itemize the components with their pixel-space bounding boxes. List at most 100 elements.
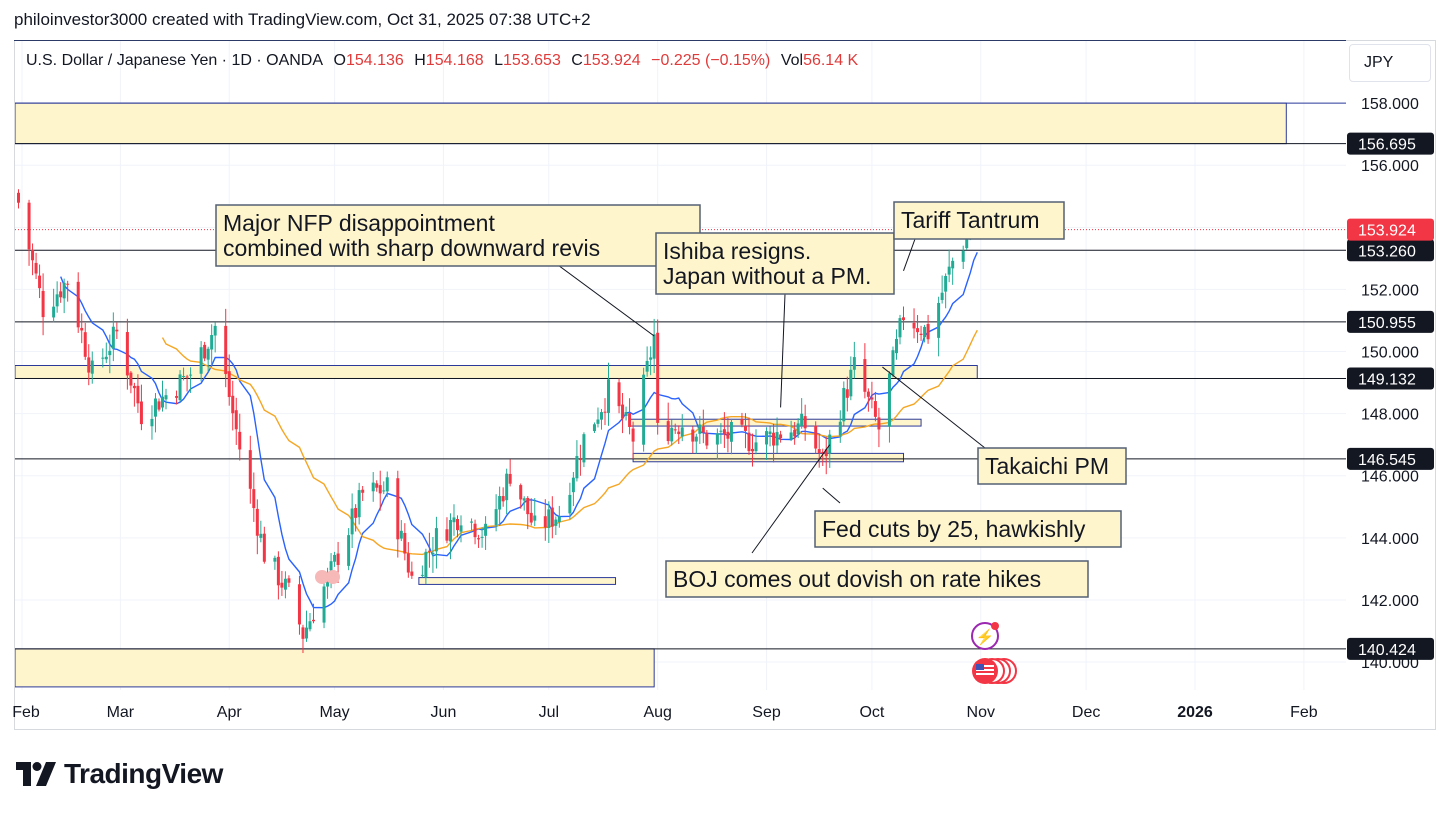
- candlestick: [431, 536, 435, 573]
- annotation-callout: Takaichi PM: [882, 366, 1127, 485]
- candle-body: [838, 421, 842, 436]
- candlestick: [838, 410, 842, 443]
- last-price-tag-text: 153.924: [1358, 223, 1416, 240]
- candlestick: [694, 433, 698, 454]
- candle-body: [919, 333, 923, 335]
- candle-body: [308, 621, 312, 630]
- candlestick: [642, 367, 646, 452]
- candle-body: [894, 338, 898, 354]
- x-axis-tick-label: 2026: [1177, 704, 1213, 721]
- candlestick: [31, 243, 35, 276]
- symbol-legend[interactable]: U.S. Dollar / Japanese Yen · 1D · OANDA …: [26, 52, 858, 70]
- annotation-text: Tariff Tantrum: [901, 207, 1039, 233]
- candle-body: [652, 334, 656, 359]
- currency-selector[interactable]: JPY: [1349, 44, 1431, 82]
- candlestick: [691, 426, 695, 454]
- candlestick: [248, 435, 252, 504]
- y-axis-tick-label: 142.000: [1361, 593, 1419, 610]
- candlestick: [916, 315, 920, 343]
- annotation-callout: BOJ comes out dovish on rate hikes: [665, 444, 1089, 598]
- candlestick: [557, 505, 561, 528]
- candle-body: [673, 429, 677, 431]
- y-axis-tick-label: 144.000: [1361, 531, 1419, 548]
- candle-body: [336, 553, 340, 565]
- candlestick: [645, 346, 649, 377]
- candlestick: [396, 470, 400, 558]
- candle-body: [410, 571, 414, 576]
- price-zone-box: [15, 102, 1287, 145]
- moving-average-slow-line: [161, 329, 978, 556]
- candlestick: [789, 420, 793, 442]
- us-flag-stripe-band: [976, 665, 994, 675]
- candlestick: [473, 519, 477, 545]
- annotation-leader-line: [822, 487, 841, 504]
- candle-body: [691, 429, 695, 442]
- candlestick: [280, 570, 284, 596]
- price-level-tag: [1347, 239, 1434, 262]
- candle-body: [645, 360, 649, 372]
- candlestick: [287, 575, 291, 588]
- price-zone-box: [15, 365, 978, 379]
- price-level-tag: [1347, 132, 1434, 155]
- candle-body: [276, 556, 280, 586]
- candle-body: [175, 396, 179, 398]
- candle-body: [698, 424, 702, 434]
- high-value: 154.168: [425, 52, 484, 69]
- candlestick: [38, 264, 42, 299]
- last-price-tag: [1347, 218, 1434, 241]
- candlestick: [726, 417, 730, 453]
- candlestick: [403, 523, 407, 561]
- x-axis-tick-label: Sep: [752, 704, 781, 721]
- candle-body: [477, 538, 481, 540]
- candlestick: [529, 498, 533, 526]
- candlestick: [185, 374, 189, 392]
- candle-body: [747, 432, 751, 452]
- candlestick: [399, 520, 403, 542]
- candlestick: [227, 354, 231, 406]
- candlestick: [175, 390, 179, 405]
- candlestick: [533, 498, 537, 527]
- annotation-text: combined with sharp downward revis: [223, 235, 600, 261]
- candlestick: [470, 518, 474, 531]
- candlestick: [448, 513, 452, 560]
- tradingview-logo[interactable]: TradingView: [16, 757, 223, 791]
- annotation-callout: Ishiba resigns.Japan without a PM.: [655, 232, 895, 408]
- y-axis-tick-label: 146.000: [1361, 469, 1419, 486]
- high-label: H: [414, 52, 426, 69]
- candlestick: [224, 308, 228, 388]
- candlestick: [863, 343, 867, 399]
- candle-body: [533, 515, 537, 521]
- candlestick: [238, 413, 242, 461]
- candlestick: [445, 517, 449, 544]
- candle-body: [508, 473, 512, 484]
- candle-body: [157, 401, 161, 410]
- candle-body: [347, 535, 351, 566]
- candle-body: [178, 374, 182, 401]
- annotation-box: [893, 201, 1065, 240]
- candlestick: [543, 499, 547, 541]
- change-value: −0.225 (−0.15%): [651, 52, 771, 69]
- candlestick: [961, 245, 965, 270]
- candle-body: [445, 529, 449, 541]
- candlestick: [52, 288, 56, 323]
- candlestick: [160, 380, 164, 412]
- candle-body: [754, 442, 758, 452]
- candlestick: [951, 257, 955, 285]
- candle-body: [129, 372, 133, 386]
- candlestick: [680, 414, 684, 442]
- candle-body: [125, 332, 129, 376]
- candle-body: [301, 627, 305, 639]
- x-axis-tick-label: Oct: [859, 704, 884, 721]
- tradingview-logo-text: TradingView: [64, 758, 223, 789]
- annotation-box: [977, 447, 1127, 485]
- candle-body: [522, 498, 526, 501]
- candlestick: [273, 555, 277, 570]
- annotation-box: [655, 232, 895, 295]
- x-axis-tick-label: Aug: [643, 704, 671, 721]
- candle-body: [947, 266, 951, 275]
- candle-body: [568, 494, 572, 514]
- candle-body: [280, 582, 284, 588]
- candle-body: [828, 434, 832, 454]
- candle-body: [937, 302, 941, 338]
